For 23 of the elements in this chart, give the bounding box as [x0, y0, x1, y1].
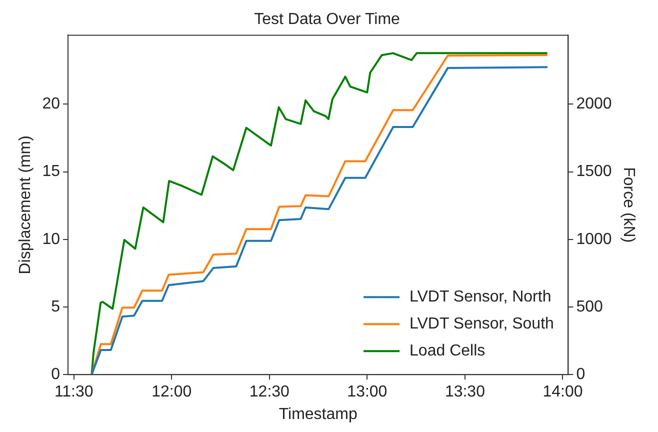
y2-tick-label: 2000	[576, 96, 612, 113]
y2-tick-label: 0	[576, 366, 586, 384]
legend-label: LVDT Sensor, South	[410, 316, 554, 333]
y2-tick-label: 1500	[576, 163, 612, 180]
y2-axis-title: Force (kN)	[620, 167, 637, 243]
y-tick-label: 0	[51, 366, 60, 384]
y-tick-label: 5	[51, 298, 60, 316]
y-axis-title: Displacement (mm)	[17, 136, 34, 274]
y-tick-label: 10	[42, 230, 60, 248]
y2-tick-label: 1000	[576, 230, 612, 248]
chart-title: Test Data Over Time	[254, 11, 400, 28]
x-tick-label: 12:00	[152, 384, 192, 401]
legend-label: LVDT Sensor, North	[410, 288, 552, 306]
legend-label: Load Cells	[410, 342, 486, 360]
y2-tick-label: 500	[576, 298, 604, 316]
x-tick-label: 13:30	[444, 384, 486, 401]
y-tick-label: 20	[42, 96, 60, 113]
y-tick-label: 15	[42, 163, 60, 180]
x-tick-label: 14:00	[542, 384, 583, 401]
x-tick-label: 12:30	[249, 384, 290, 401]
x-tick-label: 11:30	[54, 384, 94, 401]
x-tick-label: 13:00	[347, 384, 388, 401]
x-axis-title: Timestamp	[278, 406, 358, 423]
